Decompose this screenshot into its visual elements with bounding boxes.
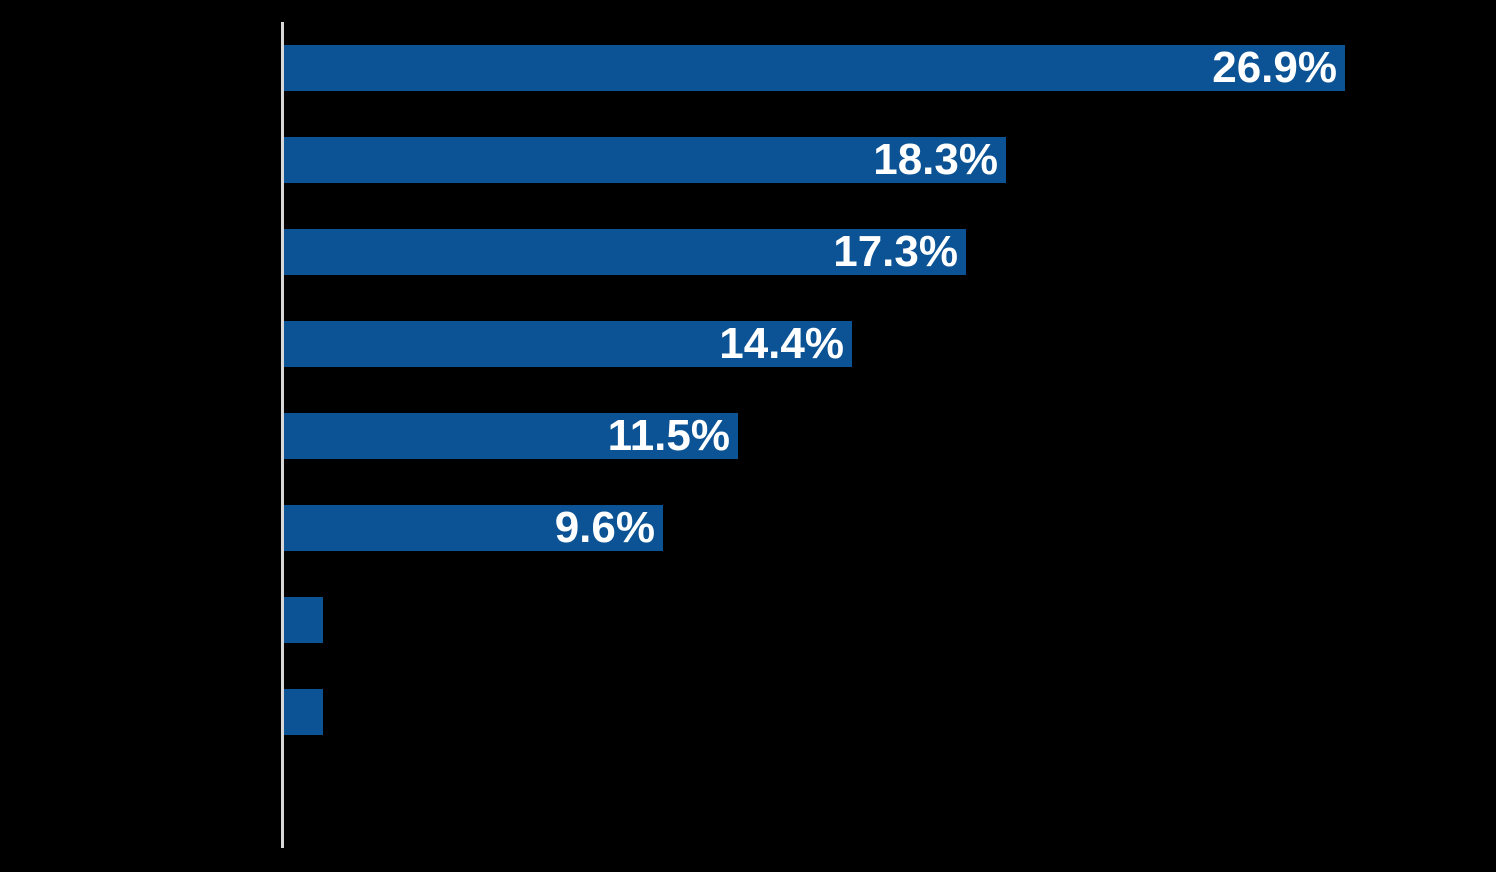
bar: 17.3% — [284, 229, 966, 275]
bar: 18.3% — [284, 137, 1006, 183]
bar-value-label: 18.3% — [873, 135, 998, 184]
bar: 11.5% — [284, 413, 738, 459]
bar — [284, 689, 323, 735]
bar-value-label: 14.4% — [719, 319, 844, 368]
bar-value-label: 9.6% — [554, 503, 655, 552]
bar: 14.4% — [284, 321, 852, 367]
bar: 9.6% — [284, 505, 663, 551]
bar-value-label: 17.3% — [833, 227, 958, 276]
y-axis-line — [281, 22, 284, 848]
bar-value-label: 26.9% — [1212, 43, 1337, 92]
bar: 26.9% — [284, 45, 1345, 91]
bar — [284, 597, 323, 643]
bar-value-label: 11.5% — [607, 411, 730, 460]
